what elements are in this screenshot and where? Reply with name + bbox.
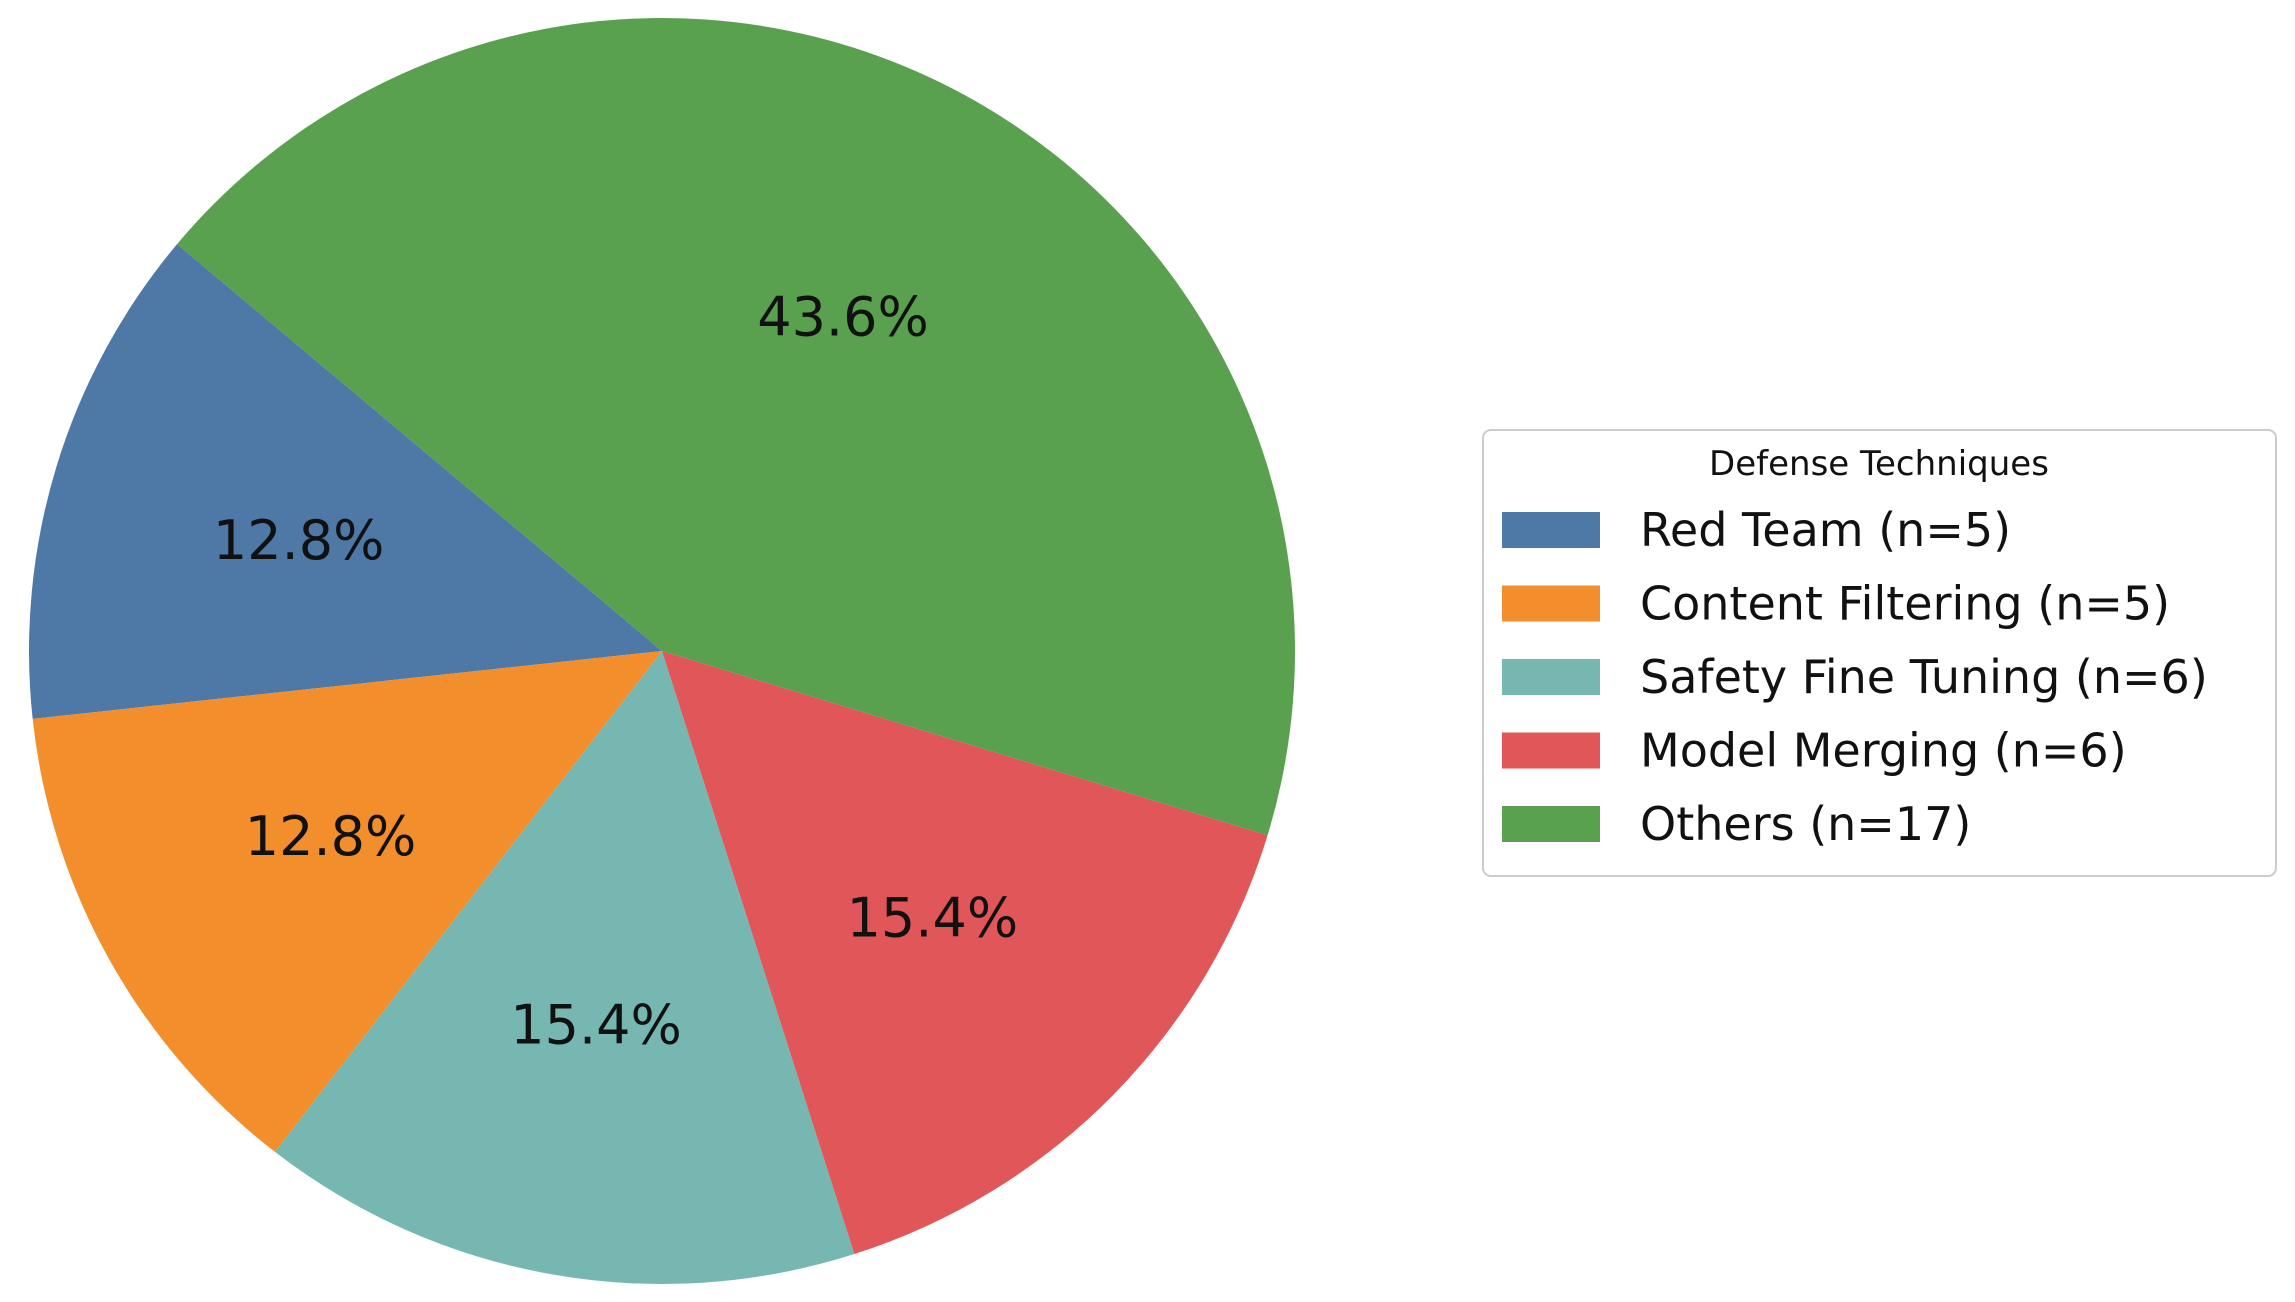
legend-swatch <box>1502 512 1600 548</box>
legend-items: Red Team (n=5) Content Filtering (n=5) Saf… <box>1502 503 2208 851</box>
pie-slice <box>177 17 1296 836</box>
pie-slice <box>32 651 662 1152</box>
legend-swatch <box>1502 732 1600 769</box>
legend-item-label: Red Team (n=5) <box>1640 503 2011 557</box>
legend-swatch <box>1502 659 1600 695</box>
legend-swatch <box>1502 806 1600 842</box>
pie-percent-label: 12.8% <box>213 509 385 572</box>
legend-item-label: Safety Fine Tuning (n=6) <box>1640 650 2208 704</box>
legend: Defense Techniques Red Team (n=5) Content… <box>1482 429 2277 877</box>
legend-frame <box>1482 429 2277 877</box>
pie-slice <box>274 651 855 1285</box>
legend-title: Defense Techniques <box>1709 444 2049 484</box>
pie-percent-label: 15.4% <box>847 886 1019 949</box>
legend-item-label: Others (n=17) <box>1640 797 1971 851</box>
pie-percent-label: 43.6% <box>757 286 929 349</box>
pie-percent-labels: 12.8% 12.8% 15.4% 15.4% 43.6% <box>213 286 1018 1057</box>
legend-item-label: Content Filtering (n=5) <box>1640 577 2170 631</box>
pie-slice <box>29 244 663 719</box>
pie-slice <box>662 651 1268 1255</box>
pie-percent-label: 15.4% <box>510 994 682 1057</box>
pie-slices <box>29 17 1296 1285</box>
legend-swatch <box>1502 585 1600 622</box>
pie-percent-label: 12.8% <box>245 805 417 868</box>
legend-item-label: Model Merging (n=6) <box>1640 724 2127 778</box>
